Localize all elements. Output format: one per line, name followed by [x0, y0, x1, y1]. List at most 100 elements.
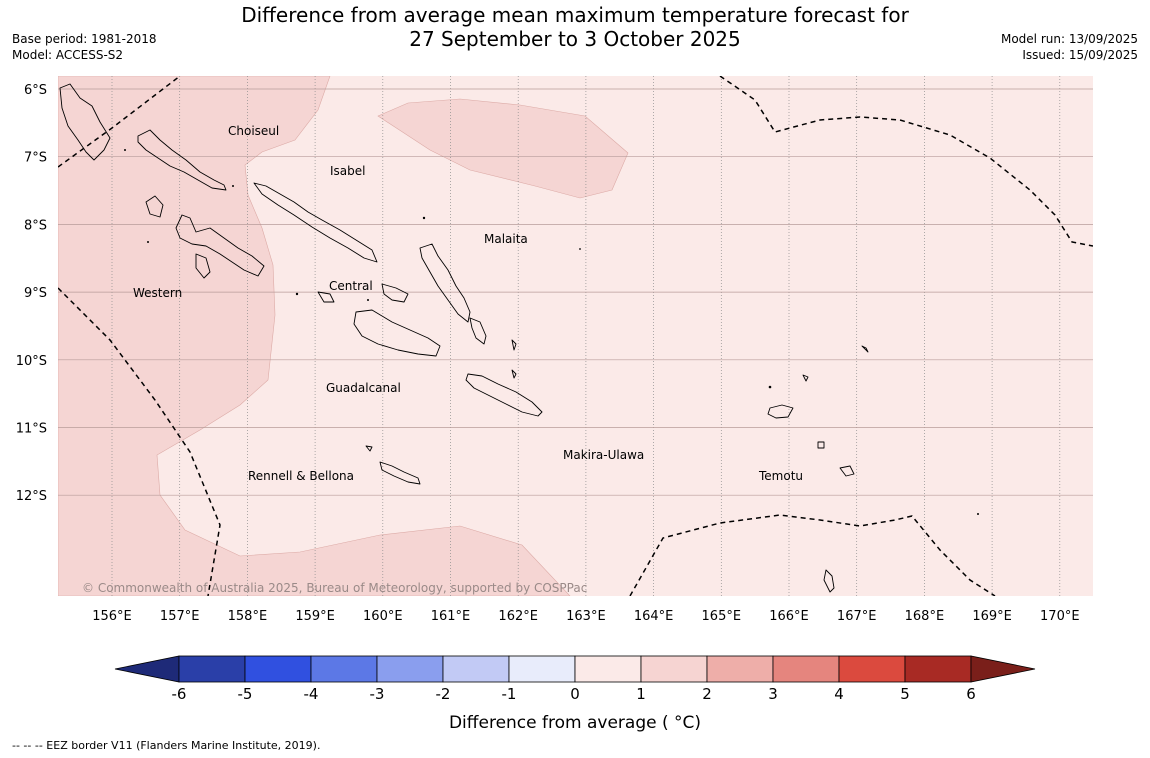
colorbar-cell	[376, 655, 444, 683]
lon-tick-label: 163°E	[566, 609, 606, 624]
label-central: Central	[329, 279, 373, 293]
colorbar-cell	[508, 655, 576, 683]
lon-tick-label: 159°E	[295, 609, 335, 624]
santa-cruz-ndeni	[767, 404, 794, 419]
malaita-island	[419, 243, 471, 323]
choiseul-island	[137, 129, 227, 191]
lat-tick-label: 6°S	[24, 83, 47, 98]
colorbar-tick-label: 6	[966, 685, 976, 703]
province-labels: Choiseul Isabel Malaita Western Central …	[133, 124, 803, 483]
vella-lavella	[145, 195, 164, 218]
colorbar-cell	[640, 655, 708, 683]
colorbar-tick-label: -6	[172, 685, 187, 703]
lat-tick-label: 11°S	[16, 422, 47, 437]
colorbar-tick-label: 1	[636, 685, 646, 703]
bellona-island	[365, 445, 373, 452]
colorbar-tick-label: 5	[900, 685, 910, 703]
makira-island	[465, 373, 543, 417]
longitude-labels: 156°E 157°E 158°E 159°E 160°E 161°E 162°E 163°E…	[92, 609, 1079, 624]
russell-islands	[317, 291, 335, 303]
anomaly-region-north	[377, 98, 629, 199]
colorbar-tick-label: -1	[502, 685, 517, 703]
utupua-island	[817, 441, 825, 449]
colorbar-cell	[310, 655, 378, 683]
anomaly-region-west	[58, 76, 571, 596]
lon-tick-label: 169°E	[972, 609, 1012, 624]
lon-tick-label: 170°E	[1040, 609, 1080, 624]
colorbar-cell	[706, 655, 774, 683]
lon-tick-label: 161°E	[431, 609, 471, 624]
ulawa-island	[511, 339, 517, 351]
model-name: Model: ACCESS-S2	[12, 48, 124, 62]
colorbar-tick-label: 0	[570, 685, 580, 703]
copyright-notice: © Commonwealth of Australia 2025, Bureau…	[82, 581, 587, 595]
colorbar-tick-label: -3	[370, 685, 385, 703]
lat-tick-label: 12°S	[16, 489, 47, 504]
label-temotu: Temotu	[758, 469, 803, 483]
lon-tick-label: 160°E	[363, 609, 403, 624]
latitude-labels: 6°S 7°S 8°S 9°S 10°S 11°S 12°S	[16, 83, 47, 504]
eez-borders	[58, 76, 1093, 596]
lon-tick-label: 157°E	[160, 609, 200, 624]
colorbar-high-extend	[970, 655, 1036, 683]
florida-islands	[381, 283, 409, 303]
vanikoro-island	[839, 465, 855, 477]
label-guadalcanal: Guadalcanal	[326, 381, 401, 395]
colorbar-cell	[904, 655, 972, 683]
coastlines	[59, 83, 869, 593]
shortland-islands	[59, 83, 111, 161]
lon-tick-label: 168°E	[905, 609, 945, 624]
title-line-2: 27 September to 3 October 2025	[409, 27, 741, 51]
colorbar-tick-label: -4	[304, 685, 319, 703]
small-islets	[124, 149, 979, 515]
colorbar-low-extend	[114, 655, 180, 683]
new-georgia-group	[175, 214, 265, 277]
colorbar-label: Difference from average ( °C)	[449, 713, 701, 733]
lon-tick-label: 156°E	[92, 609, 132, 624]
map-area: Choiseul Isabel Malaita Western Central …	[58, 76, 1093, 596]
lon-tick-label: 162°E	[498, 609, 538, 624]
colorbar-tick-label: -5	[238, 685, 253, 703]
label-makira-ulawa: Makira-Ulawa	[563, 448, 644, 462]
rennell-island	[379, 461, 421, 485]
colorbar-cell	[442, 655, 510, 683]
label-western: Western	[133, 286, 182, 300]
base-period: Base period: 1981-2018	[12, 32, 157, 46]
label-isabel: Isabel	[330, 164, 365, 178]
label-choiseul: Choiseul	[228, 124, 279, 138]
reef-islands	[802, 374, 809, 382]
lon-tick-label: 158°E	[228, 609, 268, 624]
lat-tick-label: 7°S	[24, 151, 47, 166]
meta-right: Model run: 13/09/2025 Issued: 15/09/2025	[1001, 31, 1138, 63]
lat-tick-label: 10°S	[16, 354, 47, 369]
colorbar-tick-label: -2	[436, 685, 451, 703]
duff-islands	[861, 345, 869, 353]
three-sisters-islands	[511, 369, 517, 379]
colorbar-tick-label: 2	[702, 685, 712, 703]
graticule	[58, 76, 1093, 596]
colorbar-cell	[178, 655, 246, 683]
meta-left: Base period: 1981-2018 Model: ACCESS-S2	[12, 31, 157, 63]
colorbar-tick-label: 3	[768, 685, 778, 703]
lon-tick-label: 164°E	[634, 609, 674, 624]
lon-tick-label: 165°E	[702, 609, 742, 624]
isabel-island	[253, 182, 378, 263]
small-malaita	[469, 317, 487, 345]
eez-footnote: -- -- -- EEZ border V11 (Flanders Marine…	[12, 739, 321, 752]
tikopia-island	[823, 569, 835, 593]
lon-tick-label: 167°E	[837, 609, 877, 624]
colorbar-tick-label: 4	[834, 685, 844, 703]
guadalcanal-island	[353, 309, 441, 357]
chart-title: Difference from average mean maximum tem…	[0, 3, 1150, 51]
colorbar-cell	[574, 655, 642, 683]
issued-date: Issued: 15/09/2025	[1022, 48, 1138, 62]
rendova	[195, 253, 211, 279]
colorbar: -6 -5 -4 -3 -2 -1 0 1 2 3 4 5 6 Difference from aver…	[114, 655, 1036, 733]
label-malaita: Malaita	[484, 232, 528, 246]
model-run: Model run: 13/09/2025	[1000, 32, 1138, 46]
label-rennell-bellona: Rennell & Bellona	[248, 469, 354, 483]
colorbar-cell	[244, 655, 312, 683]
title-line-1: Difference from average mean maximum tem…	[241, 3, 909, 27]
lat-tick-label: 8°S	[24, 218, 47, 233]
